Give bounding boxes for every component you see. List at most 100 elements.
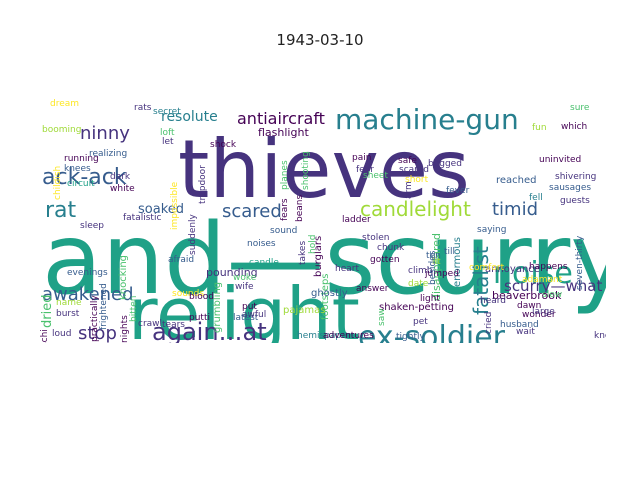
cloud-word: date [408, 279, 429, 289]
cloud-word: fears [280, 198, 290, 221]
cloud-word: shooting [301, 151, 311, 190]
cloud-word: thieves [178, 123, 470, 216]
cloud-word: climb [408, 266, 433, 276]
cloud-word: disappeared [430, 233, 443, 301]
cloud-word: shivering [555, 172, 596, 182]
cloud-word: relight [128, 272, 360, 343]
cloud-word: white [110, 184, 135, 194]
cloud-word: timid [492, 199, 538, 220]
cloud-word: enormous [452, 237, 463, 287]
cloud-word: burst [56, 309, 80, 319]
cloud-word: evenings [67, 268, 108, 278]
cloud-word: tears [162, 320, 185, 330]
cloud-word: cried [484, 312, 494, 334]
cloud-word: soaked [138, 202, 184, 217]
cloud-word: dried [40, 295, 55, 328]
cloud-word: candlelight [360, 197, 471, 221]
cloud-word: machine-gun [335, 103, 519, 136]
cloud-word: resolute [161, 109, 218, 125]
cloud-word: nights [120, 315, 130, 343]
cloud-word: blood [189, 292, 214, 302]
cloud-word: let [162, 137, 174, 147]
cloud-word: flashlight [258, 126, 309, 139]
cloud-word: stop [78, 323, 117, 343]
cloud-word: takes [298, 241, 308, 265]
cloud-word: ex-soldier [358, 320, 506, 343]
cloud-word: hold [308, 235, 318, 254]
cloud-word: seven-thirty [575, 235, 585, 290]
cloud-word: candle [249, 258, 279, 268]
cloud-word: mouschi [40, 329, 50, 343]
cloud-word: besides [428, 250, 438, 285]
cloud-word: name [56, 298, 82, 308]
cloud-word: ninny [80, 123, 130, 144]
cloud-word: slew [542, 290, 562, 300]
cloud-word: pajamas [283, 305, 325, 316]
cloud-word: grumbling [212, 282, 223, 333]
cloud-word: suddenly [188, 213, 198, 255]
cloud-word: sausages [549, 183, 591, 193]
cloud-word: guests [560, 196, 590, 206]
cloud-word: arm [404, 181, 414, 199]
cloud-word: dream [50, 99, 79, 109]
cloud-word: answer [356, 284, 389, 294]
cloud-word: adventures [323, 331, 374, 341]
cloud-word: impossible [170, 181, 180, 230]
cloud-word: afraid [168, 255, 194, 265]
cloud-word: bitten [129, 295, 139, 322]
cloud-word: hemispapers [297, 331, 355, 341]
cloud-word: footsteps [320, 273, 331, 320]
cloud-word: awful [242, 310, 266, 320]
cloud-word: loft [160, 128, 175, 138]
cloud-word: pain [352, 153, 371, 163]
cloud-word: sleep [80, 221, 104, 231]
cloud-word: fatalist [469, 246, 493, 315]
cloud-word: latest [233, 313, 259, 323]
cloud-word: scared [222, 201, 282, 222]
cloud-word: knees [64, 164, 91, 174]
cloud-word: gotten [370, 255, 400, 265]
cloud-word: saying [477, 225, 506, 235]
cloud-word: woke [233, 273, 257, 283]
cloud-word: planes [280, 160, 290, 190]
cloud-word: till [444, 247, 455, 257]
cloud-word: safe [398, 156, 417, 166]
cloud-word: again…at [152, 318, 267, 343]
cloud-word: rat [45, 198, 77, 223]
cloud-word: dark [110, 172, 131, 182]
cloud-word: awakened [42, 284, 134, 305]
cloud-word: running [64, 154, 99, 164]
cloud-word: happens [529, 262, 568, 272]
cloud-word: beaverbrook [492, 289, 562, 302]
cloud-word: scurry—what [504, 277, 602, 295]
cloud-word: fear [356, 165, 374, 175]
cloud-word: wonder [522, 310, 556, 320]
cloud-word: saw [377, 308, 387, 326]
cloud-word: fatalistic [123, 213, 161, 223]
cloud-word: sure [570, 103, 590, 113]
cloud-word: heard [480, 296, 506, 306]
cloud-word: chunk [377, 243, 405, 253]
cloud-word: fun [532, 123, 547, 133]
cloud-word: annoyance [485, 264, 540, 275]
cloud-word: husband [500, 320, 539, 330]
cloud-word: reached [496, 175, 537, 186]
cloud-word: noises [247, 239, 276, 249]
cloud-word: knew [594, 331, 606, 341]
cloud-word: rats [134, 103, 152, 113]
cloud-word: light [420, 294, 440, 304]
cloud-word: comfort [469, 263, 505, 273]
cloud-word: sound [270, 226, 297, 236]
cloud-word: dawn [517, 301, 541, 311]
cloud-word: childish [53, 166, 63, 200]
cloud-word: sheet [363, 171, 388, 181]
cloud-word: stolen [362, 233, 389, 243]
cloud-word: wife [235, 282, 254, 292]
cloud-word: secret [153, 107, 181, 117]
cloud-word: ladder [342, 215, 371, 225]
cloud-word: booming [42, 125, 81, 135]
cloud-word: beans [295, 195, 305, 222]
cloud-word: scared [399, 165, 429, 175]
